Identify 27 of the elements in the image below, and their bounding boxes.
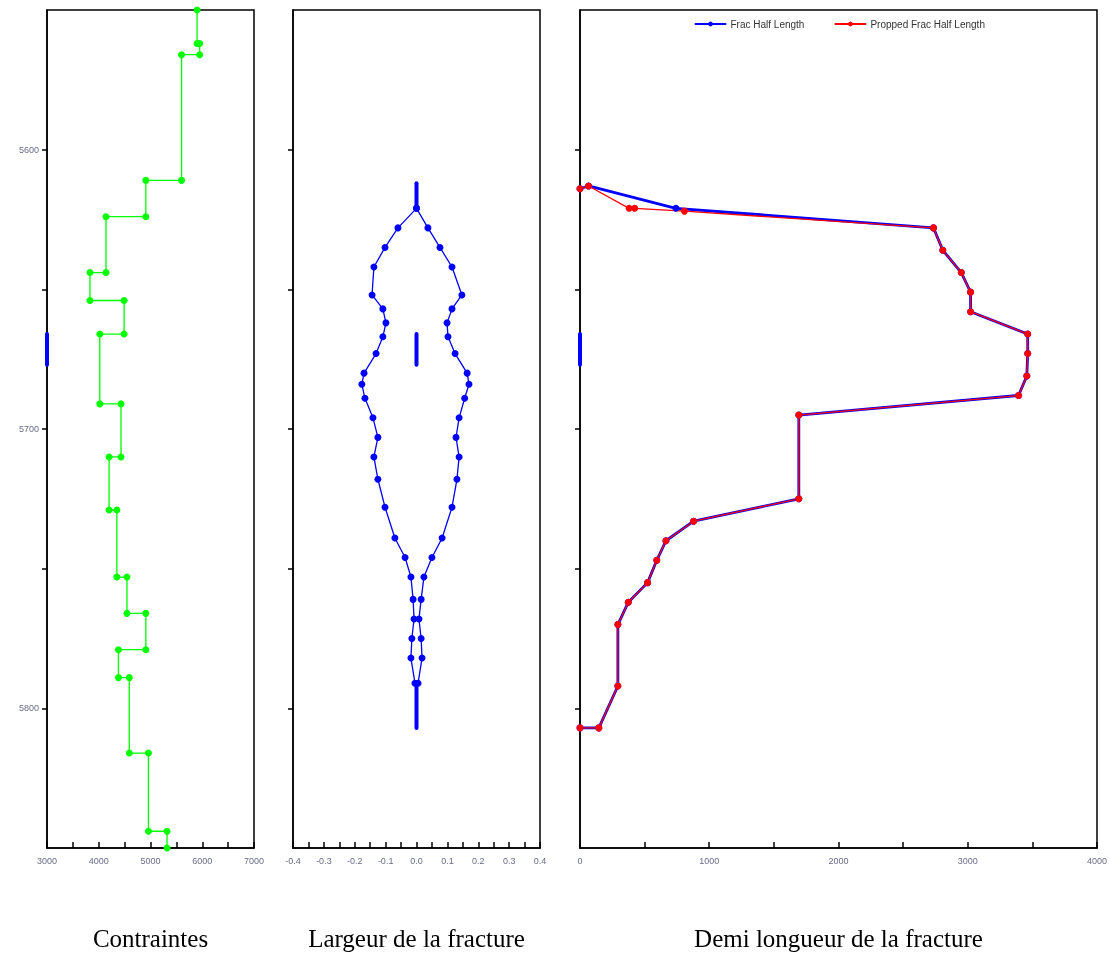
x-tick-label: 6000 (192, 855, 213, 866)
x-tick-label: -0.1 (377, 855, 394, 866)
x-tick-label: 3000 (957, 855, 978, 866)
x-tick-label: -0.3 (316, 855, 332, 866)
x-tick-label: 3000 (36, 855, 58, 866)
x-tick-label: 4000 (1086, 855, 1107, 866)
x-axis-title: Demi longueur de la fracture (694, 925, 983, 952)
legend-label: Frac Half Length (730, 18, 805, 30)
y-tick-label: 5600 (18, 144, 39, 155)
x-tick-label: 5000 (140, 855, 161, 866)
x-tick-label: 1000 (699, 855, 720, 866)
x-tick-label: 0.4 (533, 855, 547, 866)
x-axis-title: Contraintes (92, 925, 209, 952)
x-tick-label: 0.2 (471, 855, 485, 866)
x-tick-label: -0.2 (346, 855, 363, 866)
x-tick-label: 7000 (243, 855, 265, 866)
x-tick-label: -0.4 (285, 855, 301, 866)
y-tick-label: 5800 (18, 703, 39, 714)
x-axis-title: Largeur de la fracture (308, 925, 525, 952)
legend-label: Propped Frac Half Length (870, 18, 985, 30)
x-tick-label: 0.3 (502, 855, 516, 866)
x-tick-label: 2000 (828, 855, 849, 866)
y-tick-label: 5700 (18, 424, 39, 434)
x-tick-label: 0 (577, 855, 583, 866)
x-tick-label: 0.1 (441, 855, 454, 866)
x-tick-label: 0.0 (410, 855, 423, 866)
x-tick-label: 4000 (88, 855, 109, 866)
